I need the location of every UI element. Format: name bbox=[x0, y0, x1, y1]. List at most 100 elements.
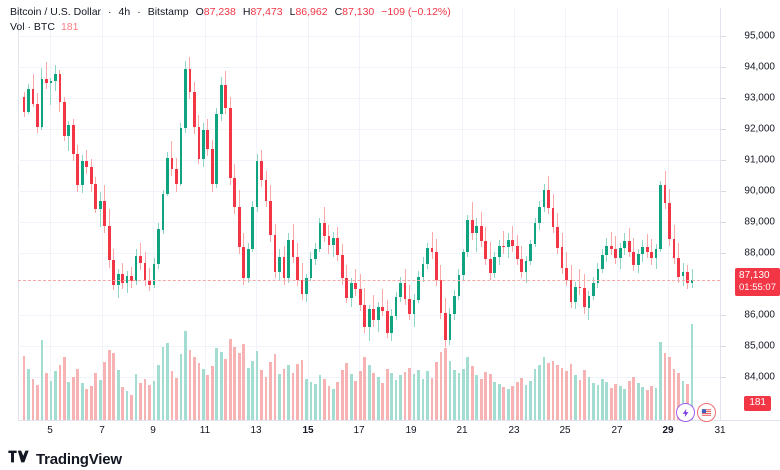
volume-bar bbox=[27, 369, 30, 420]
candle-body bbox=[376, 306, 380, 320]
volume-bar bbox=[219, 352, 223, 420]
candle-body bbox=[67, 124, 71, 136]
time-axis-label: 27 bbox=[611, 425, 623, 436]
volume-legend-label[interactable]: Vol · BTC bbox=[10, 21, 55, 33]
candle-body bbox=[309, 258, 313, 279]
volume-bar bbox=[542, 357, 546, 420]
volume-bar bbox=[175, 377, 178, 420]
volume-bar bbox=[148, 385, 151, 420]
gridline-vertical bbox=[50, 8, 51, 420]
candle-body bbox=[578, 286, 582, 289]
candle-body bbox=[179, 128, 183, 184]
volume-bar bbox=[565, 371, 568, 420]
symbol-title[interactable]: Bitcoin / U.S. Dollar bbox=[10, 6, 102, 18]
exchange-label[interactable]: Bitstamp bbox=[147, 6, 189, 18]
volume-bar bbox=[641, 387, 645, 420]
gridline-vertical bbox=[359, 8, 360, 420]
candle-body bbox=[300, 280, 304, 294]
gridline-vertical bbox=[308, 8, 309, 420]
us-flag-icon[interactable] bbox=[697, 403, 716, 422]
candle-body bbox=[345, 278, 349, 299]
candle-body bbox=[36, 103, 39, 128]
volume-bar bbox=[560, 368, 564, 420]
volume-bar bbox=[36, 385, 39, 420]
current-price-tag[interactable]: 87,130 01:55:07 bbox=[735, 268, 780, 296]
volume-bar bbox=[94, 373, 98, 420]
volume-bar bbox=[681, 380, 685, 420]
price-axis-tick bbox=[721, 36, 726, 37]
volume-value-tag: 181 bbox=[744, 396, 771, 411]
volume-bar bbox=[323, 378, 326, 420]
volume-bar bbox=[193, 357, 196, 420]
volume-bar bbox=[650, 386, 654, 420]
candle-body bbox=[314, 248, 317, 259]
ohlc-close: C87,130 bbox=[335, 6, 375, 19]
volume-bar bbox=[130, 394, 133, 420]
price-axis-tick bbox=[721, 222, 726, 223]
candle-body bbox=[524, 261, 528, 273]
low-key: L bbox=[289, 6, 296, 18]
candle-body bbox=[515, 245, 519, 259]
candle-body bbox=[184, 68, 187, 129]
gridline-horizontal bbox=[18, 129, 720, 130]
volume-bar bbox=[206, 375, 210, 420]
price-change: −109 (−0.12%) bbox=[381, 6, 451, 18]
candle-body bbox=[381, 306, 385, 312]
time-axis-label: 7 bbox=[99, 425, 105, 436]
high-key: H bbox=[242, 6, 251, 18]
volume-bar bbox=[201, 369, 205, 420]
volume-bar bbox=[237, 353, 241, 420]
volume-bar bbox=[157, 364, 160, 420]
gridline-horizontal bbox=[18, 67, 720, 68]
gridline-vertical bbox=[617, 8, 618, 420]
candle-body bbox=[152, 264, 156, 286]
volume-bar bbox=[529, 380, 532, 420]
candle-body bbox=[305, 278, 308, 294]
candle-body bbox=[45, 78, 48, 84]
candle-body bbox=[547, 189, 550, 208]
candle-wick bbox=[651, 238, 653, 265]
candle-body bbox=[592, 283, 595, 296]
candle-body bbox=[609, 245, 613, 250]
candle-body bbox=[201, 130, 205, 160]
volume-bar bbox=[596, 385, 600, 420]
candle-body bbox=[40, 78, 44, 128]
candle-body bbox=[282, 257, 286, 279]
gridline-vertical bbox=[462, 8, 463, 420]
price-axis-label: 88,000 bbox=[744, 247, 775, 259]
candle-body bbox=[193, 92, 196, 128]
volume-bar bbox=[246, 368, 250, 420]
flash-icon[interactable] bbox=[676, 403, 695, 422]
candle-body bbox=[242, 247, 246, 279]
volume-bar bbox=[327, 386, 331, 420]
interval-label[interactable]: 4h bbox=[118, 6, 131, 18]
price-axis-label: 92,000 bbox=[744, 123, 775, 135]
candle-body bbox=[166, 157, 169, 194]
candle-body bbox=[618, 248, 622, 258]
volume-bar bbox=[659, 341, 662, 420]
volume-bar bbox=[515, 381, 519, 420]
volume-bar bbox=[251, 360, 255, 420]
candle-body bbox=[565, 267, 568, 280]
candle-body bbox=[219, 85, 223, 115]
candle-body bbox=[497, 245, 501, 257]
candle-body bbox=[686, 272, 689, 284]
low-value: 86,962 bbox=[295, 6, 328, 18]
candle-body bbox=[475, 226, 479, 234]
volume-bar bbox=[269, 361, 272, 420]
chart-plot-area[interactable] bbox=[18, 8, 720, 420]
price-axis[interactable]: 95,000 94,000 93,000 92,000 91,000 90,000 89,0… bbox=[720, 8, 780, 420]
candle-wick bbox=[610, 231, 612, 256]
candle-body bbox=[197, 127, 201, 160]
tradingview-logo-icon bbox=[8, 450, 30, 468]
candle-body bbox=[430, 248, 434, 253]
candle-body bbox=[654, 249, 658, 258]
time-axis[interactable]: 5 7 9 11 13 15 17 19 21 23 25 27 29 31 bbox=[18, 420, 780, 443]
candle-body bbox=[22, 97, 26, 112]
candle-body bbox=[54, 74, 57, 81]
candle-body bbox=[650, 252, 654, 258]
volume-bar bbox=[107, 350, 111, 420]
volume-bar bbox=[80, 382, 84, 420]
candle-body bbox=[421, 264, 425, 277]
gridline-horizontal bbox=[18, 98, 720, 99]
